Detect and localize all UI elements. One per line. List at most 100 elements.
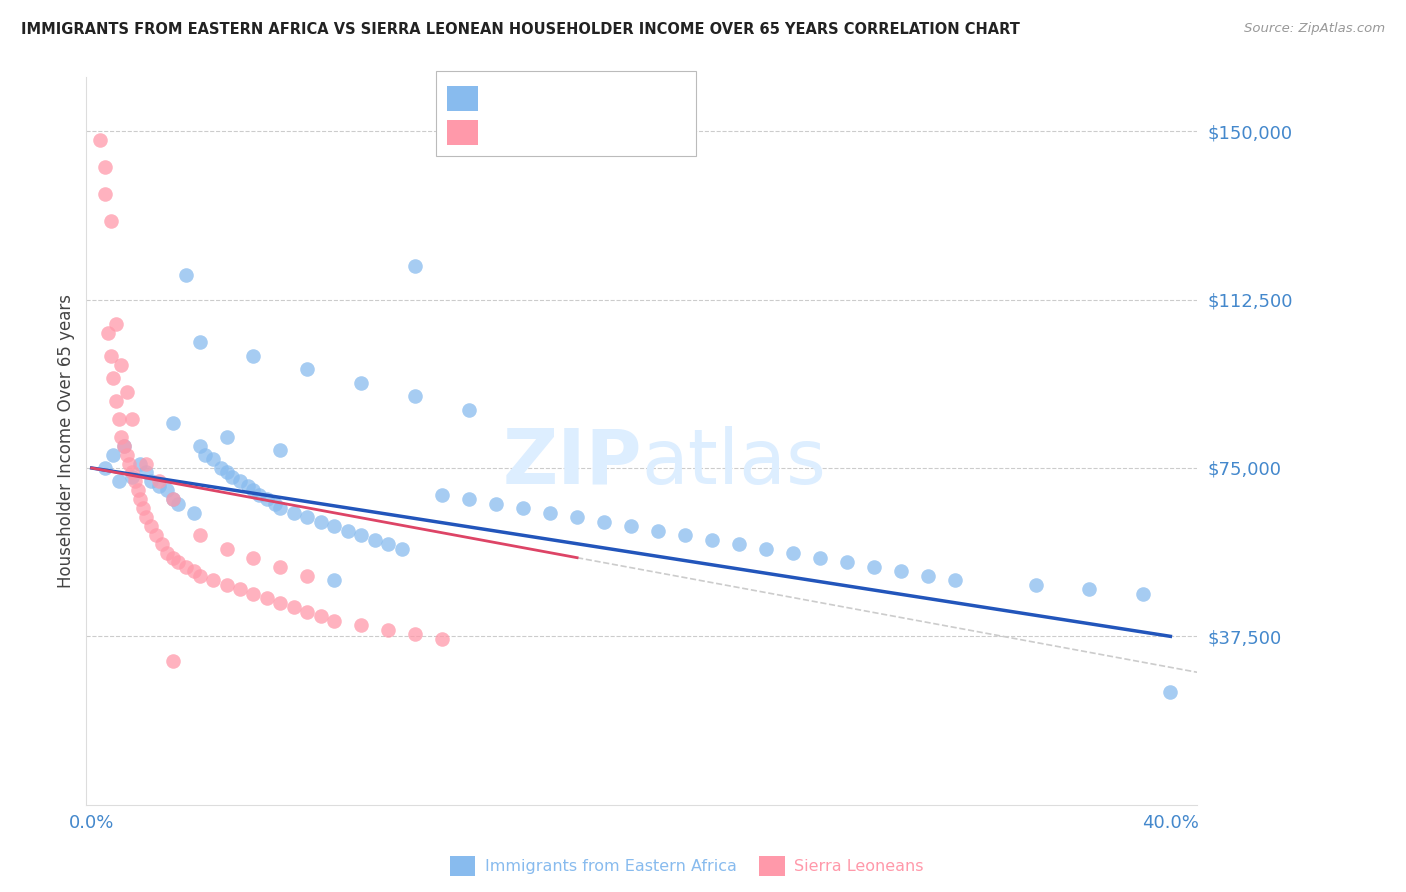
Point: [247, 488, 270, 502]
Point: [103, 371, 125, 385]
Point: [156, 546, 179, 560]
Point: [323, 614, 346, 628]
Point: [100, 214, 122, 228]
Point: [135, 510, 157, 524]
Point: [167, 555, 190, 569]
Point: [94, 187, 117, 202]
Point: [1078, 582, 1101, 597]
Point: [862, 559, 884, 574]
Point: [221, 470, 243, 484]
Point: [127, 483, 149, 498]
Point: [104, 318, 127, 332]
Point: [323, 573, 346, 587]
Text: Source: ZipAtlas.com: Source: ZipAtlas.com: [1244, 22, 1385, 36]
Point: [1159, 685, 1181, 699]
Text: N =: N =: [591, 125, 621, 139]
Point: [229, 582, 252, 597]
Point: [323, 519, 346, 533]
Point: [269, 559, 291, 574]
Point: [183, 506, 205, 520]
Point: [121, 466, 143, 480]
Text: ZIP: ZIP: [502, 425, 641, 500]
Point: [188, 335, 211, 350]
Text: Immigrants from Eastern Africa: Immigrants from Eastern Africa: [485, 859, 737, 873]
Point: [209, 461, 232, 475]
Point: [1025, 578, 1047, 592]
Point: [89, 133, 111, 147]
Point: [700, 533, 723, 547]
Y-axis label: Householder Income Over 65 years: Householder Income Over 65 years: [58, 294, 75, 588]
Point: [139, 519, 162, 533]
Point: [94, 160, 117, 174]
Point: [485, 497, 508, 511]
Point: [755, 541, 778, 556]
Point: [673, 528, 696, 542]
Point: [188, 568, 211, 582]
Point: [100, 349, 122, 363]
Point: [309, 515, 332, 529]
Point: [115, 448, 138, 462]
Text: R =: R =: [488, 125, 517, 139]
Point: [432, 488, 454, 502]
Point: [297, 568, 319, 582]
Point: [135, 457, 157, 471]
Point: [242, 550, 264, 565]
Point: [110, 358, 132, 372]
Point: [364, 533, 387, 547]
Point: [391, 541, 413, 556]
Point: [512, 501, 534, 516]
Point: [297, 510, 319, 524]
Point: [917, 568, 939, 582]
Point: [350, 528, 373, 542]
Point: [283, 600, 305, 615]
Point: [350, 618, 373, 632]
Text: -0.253: -0.253: [527, 125, 585, 139]
Point: [404, 627, 426, 641]
Point: [647, 524, 669, 538]
Point: [215, 429, 238, 443]
Point: [97, 326, 120, 341]
Point: [264, 497, 287, 511]
Point: [150, 537, 173, 551]
Point: [432, 632, 454, 646]
Point: [162, 492, 184, 507]
Text: 71: 71: [630, 91, 652, 105]
Point: [404, 389, 426, 403]
Point: [135, 466, 157, 480]
Point: [162, 492, 184, 507]
Point: [782, 546, 804, 560]
Point: [174, 268, 197, 282]
Text: R =: R =: [488, 91, 517, 105]
Point: [148, 479, 170, 493]
Point: [565, 510, 588, 524]
Point: [183, 564, 205, 578]
Point: [202, 452, 225, 467]
Text: Sierra Leoneans: Sierra Leoneans: [794, 859, 924, 873]
Point: [242, 587, 264, 601]
Point: [104, 393, 127, 408]
Point: [118, 457, 141, 471]
Point: [458, 492, 481, 507]
Point: [162, 654, 184, 668]
Point: [112, 438, 135, 452]
Point: [132, 501, 155, 516]
Point: [115, 384, 138, 399]
Point: [202, 573, 225, 587]
Point: [112, 438, 135, 452]
Point: [107, 411, 129, 425]
Point: [242, 349, 264, 363]
Point: [215, 578, 238, 592]
Point: [162, 416, 184, 430]
Text: -0.325: -0.325: [527, 91, 585, 105]
Point: [139, 475, 162, 489]
Point: [297, 362, 319, 376]
Point: [229, 475, 252, 489]
Point: [377, 623, 399, 637]
Point: [148, 475, 170, 489]
Point: [728, 537, 751, 551]
Point: [336, 524, 359, 538]
Point: [256, 492, 278, 507]
Point: [256, 591, 278, 606]
Point: [124, 475, 146, 489]
Point: [269, 596, 291, 610]
